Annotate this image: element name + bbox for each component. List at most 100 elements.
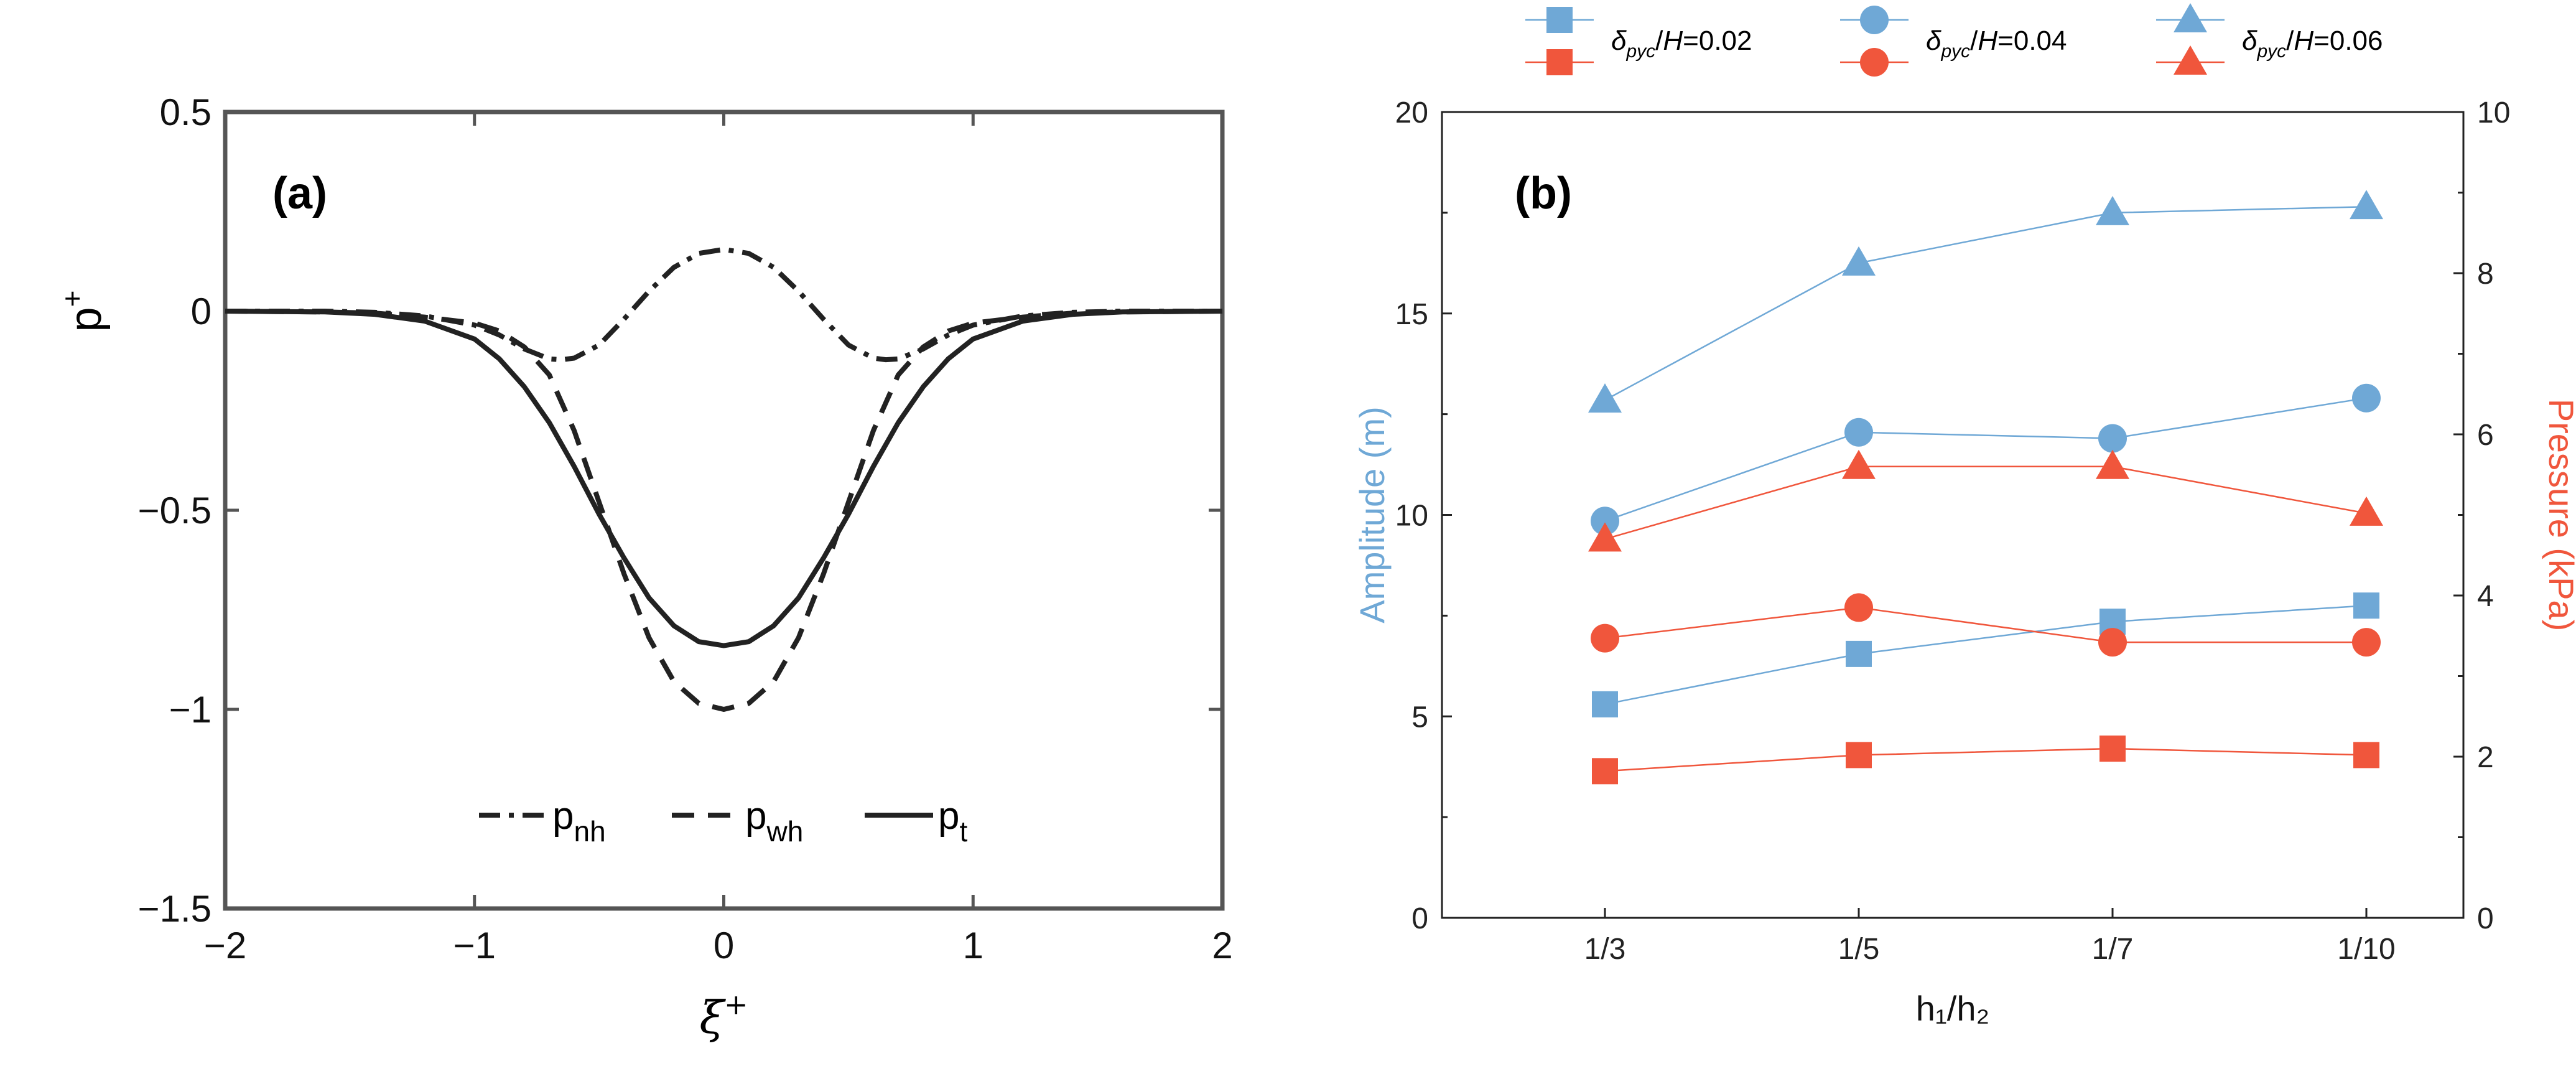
y-tick-label-a: 0.5 <box>160 91 212 133</box>
x-axis-label-a: ξ+ <box>699 988 748 1044</box>
x-tick-label-b: 1/5 <box>1838 933 1880 966</box>
x-axis-label-sup: + <box>724 988 748 1021</box>
legend-marker-triangle <box>2174 3 2207 32</box>
x-tick-label-a: 0 <box>714 925 734 966</box>
legend-label-a: pnh <box>552 795 606 848</box>
y-axis-label-base: p <box>61 307 111 332</box>
data-point-square <box>1846 640 1872 667</box>
legend-sub: t <box>959 815 967 848</box>
data-point-circle <box>1591 507 1619 536</box>
data-point-square <box>2353 592 2379 619</box>
data-point-triangle <box>2350 190 2383 220</box>
series-line-b <box>1604 604 2367 706</box>
data-point-circle <box>2352 383 2381 413</box>
y-tick-label-right-b: 4 <box>2477 580 2494 613</box>
data-point-triangle <box>1588 383 1622 413</box>
y-axis-label-right-b: Pressure (kPa) <box>2542 399 2576 631</box>
data-point-circle <box>2352 628 2381 657</box>
x-tick-label-b: 1/7 <box>2092 933 2134 966</box>
y-tick-label-right-b: 2 <box>2477 741 2494 774</box>
y-tick-label-right-b: 10 <box>2477 96 2510 129</box>
series-line-b <box>1604 465 2367 540</box>
legend-base: p <box>552 795 574 838</box>
y-tick-label-a: −1.5 <box>138 888 212 930</box>
data-point-triangle <box>1588 522 1622 552</box>
panel-label-b: (b) <box>1515 169 1572 218</box>
y-tick-label-a: 0 <box>191 291 212 332</box>
series-line-b <box>1604 397 2367 522</box>
x-axis-label-base: ξ <box>699 991 726 1044</box>
legend-delta: δ <box>1926 26 1941 56</box>
y-tick-label-left-b: 10 <box>1395 500 1428 533</box>
series-line-b <box>1604 205 2367 401</box>
legend-sub: pyc <box>2256 41 2286 62</box>
data-point-square <box>2099 736 2126 762</box>
series-line-p-nh <box>225 246 1222 363</box>
x-tick-label-a: −2 <box>204 925 246 966</box>
x-tick-label-a: 1 <box>963 925 983 966</box>
x-tick-label-b: 1/10 <box>2337 933 2395 966</box>
data-point-circle <box>2098 628 2127 657</box>
legend-delta: δ <box>2242 26 2257 56</box>
y-tick-label-left-b: 5 <box>1411 701 1428 734</box>
panel-a: −2 −1 0 1 20.50−0.5−1−1.5(a)pnh pwh ptξ+p+ <box>56 91 1233 1044</box>
legend-H: H <box>1663 26 1683 56</box>
legend-value: =0.04 <box>1997 26 2067 56</box>
data-point-triangle <box>2096 195 2129 225</box>
legend-label-b: δpyc/H=0.02 <box>1611 26 1752 62</box>
legend-delta: δ <box>1611 26 1627 56</box>
data-point-circle <box>2098 424 2127 453</box>
legend-label-b: δpyc/H=0.04 <box>1926 26 2067 62</box>
y-tick-label-a: −0.5 <box>138 490 212 531</box>
data-point-circle <box>1844 593 1873 622</box>
data-point-square <box>2353 742 2379 768</box>
data-point-square <box>1846 742 1872 768</box>
y-tick-label-left-b: 15 <box>1395 298 1428 331</box>
series-line-p-t <box>225 309 1223 648</box>
x-tick-label-b: 1/3 <box>1584 933 1626 966</box>
legend-slash: / <box>2286 26 2294 56</box>
x-axis-label-b: h₁/h₂ <box>1916 989 1989 1028</box>
panel-label-a: (a) <box>272 169 327 218</box>
data-point-triangle <box>2096 449 2129 479</box>
legend-label-b: δpyc/H=0.06 <box>2242 26 2383 62</box>
legend-marker-circle <box>1860 48 1889 77</box>
y-tick-label-right-b: 6 <box>2477 419 2494 452</box>
legend-sub: nh <box>574 815 605 848</box>
data-point-square <box>1592 758 1618 785</box>
y-tick-label-right-b: 0 <box>2477 902 2494 935</box>
legend-label-a: pwh <box>745 795 803 848</box>
legend-slash: / <box>1970 26 1978 56</box>
y-tick-label-a: −1 <box>169 689 212 731</box>
panel-b: 1/3 1/5 1/7 1/10 0 5 10 15 20 0 2 4 6 8 10 (b) Amplitude… <box>1352 3 2576 1028</box>
data-point-square <box>1592 691 1618 717</box>
legend-base: p <box>938 795 959 838</box>
legend-value: =0.06 <box>2313 26 2383 56</box>
legend-sub: pyc <box>1625 41 1655 62</box>
data-point-triangle <box>1842 246 1876 276</box>
legend-label-a: pt <box>938 795 967 848</box>
legend-slash: / <box>1655 26 1663 56</box>
legend-H: H <box>2294 26 2313 56</box>
y-axis-label-left-b: Amplitude (m) <box>1352 406 1392 624</box>
legend-marker-triangle <box>2174 45 2207 75</box>
series-line-p-wh <box>225 309 1223 712</box>
y-tick-label-left-b: 20 <box>1395 96 1428 129</box>
legend-marker-square <box>1546 49 1573 75</box>
legend-value: =0.02 <box>1683 26 1752 56</box>
data-point-circle <box>1591 624 1619 653</box>
x-tick-label-a: −1 <box>453 925 496 966</box>
series-line-b <box>1604 607 2366 643</box>
data-point-triangle <box>1842 449 1876 479</box>
data-point-circle <box>1844 418 1873 447</box>
data-point-triangle <box>2350 496 2383 526</box>
legend-base: p <box>745 795 766 838</box>
series-line-b <box>1604 747 2367 772</box>
y-tick-label-left-b: 0 <box>1411 902 1428 935</box>
x-tick-label-a: 2 <box>1212 925 1232 966</box>
legend-H: H <box>1978 26 1997 56</box>
y-axis-label-a: p+ <box>56 291 111 332</box>
legend-marker-circle <box>1860 6 1889 34</box>
y-axis-label-sup: + <box>56 291 88 307</box>
